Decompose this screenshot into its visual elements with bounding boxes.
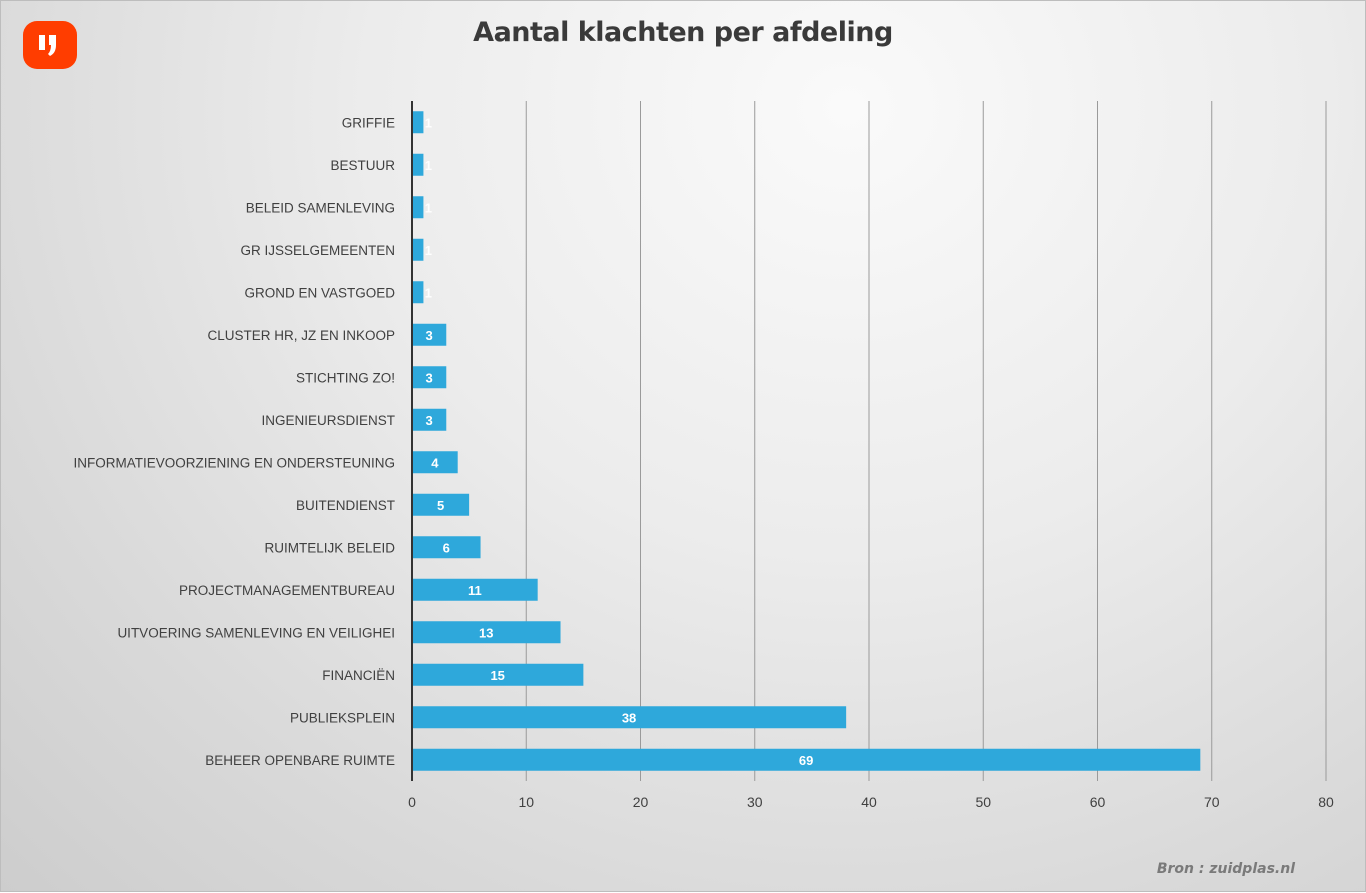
- data-label: 3: [426, 370, 433, 385]
- x-tick-label: 40: [861, 794, 877, 810]
- data-label: 11: [468, 583, 482, 598]
- data-label: 1: [425, 243, 432, 258]
- bar: [412, 323, 447, 346]
- category-label: INGENIEURSDIENST: [261, 413, 395, 428]
- category-label: RUIMTELIJK BELEID: [264, 540, 395, 555]
- data-label: 1: [425, 115, 432, 130]
- bar: [412, 408, 447, 431]
- category-label: BELEID SAMENLEVING: [246, 200, 395, 215]
- bar: [412, 621, 561, 644]
- data-label: 6: [443, 540, 450, 555]
- data-label: 15: [490, 668, 504, 683]
- data-label: 38: [622, 710, 636, 725]
- x-tick-label: 30: [747, 794, 763, 810]
- bar: [412, 238, 424, 261]
- bar: [412, 281, 424, 304]
- bar: [412, 578, 538, 601]
- category-label: GROND EN VASTGOED: [244, 285, 395, 300]
- bar: [412, 451, 458, 474]
- category-label: PROJECTMANAGEMENTBUREAU: [179, 583, 395, 598]
- x-tick-label: 70: [1204, 794, 1220, 810]
- data-label: 5: [437, 498, 444, 513]
- bar: [412, 111, 424, 134]
- x-tick-label: 0: [408, 794, 416, 810]
- x-tick-label: 80: [1318, 794, 1334, 810]
- category-label: GRIFFIE: [342, 115, 395, 130]
- data-label: 1: [425, 158, 432, 173]
- category-label: BESTUUR: [330, 158, 395, 173]
- data-label: 1: [425, 200, 432, 215]
- data-label: 3: [426, 413, 433, 428]
- category-label: GR IJSSELGEMEENTEN: [240, 243, 395, 258]
- category-label: CLUSTER HR, JZ EN INKOOP: [207, 328, 395, 343]
- bar: [412, 663, 584, 686]
- bar: [412, 536, 481, 559]
- category-label: PUBLIEKSPLEIN: [290, 710, 395, 725]
- bar: [412, 196, 424, 219]
- category-label: STICHTING ZO!: [296, 370, 395, 385]
- data-label: 3: [426, 328, 433, 343]
- bar: [412, 153, 424, 176]
- category-label: BUITENDIENST: [296, 498, 395, 513]
- category-label: FINANCIËN: [322, 668, 395, 683]
- bar: [412, 706, 847, 729]
- category-label: UITVOERING SAMENLEVING EN VEILIGHEI: [117, 625, 395, 640]
- x-tick-label: 20: [633, 794, 649, 810]
- x-tick-label: 50: [975, 794, 991, 810]
- x-tick-label: 10: [518, 794, 534, 810]
- bar: [412, 493, 470, 516]
- chart-title: Aantal klachten per afdeling: [473, 17, 893, 48]
- data-label: 69: [799, 753, 813, 768]
- bar: [412, 748, 1201, 771]
- source-note: Bron : zuidplas.nl: [1156, 861, 1295, 877]
- x-tick-label: 60: [1090, 794, 1106, 810]
- data-label: 13: [479, 625, 493, 640]
- logo-icon: [23, 21, 77, 69]
- category-label: INFORMATIEVOORZIENING EN ONDERSTEUNING: [73, 455, 395, 470]
- data-label: 4: [431, 455, 439, 470]
- data-label: 1: [425, 285, 432, 300]
- category-label: BEHEER OPENBARE RUIMTE: [205, 753, 395, 768]
- bar: [412, 366, 447, 389]
